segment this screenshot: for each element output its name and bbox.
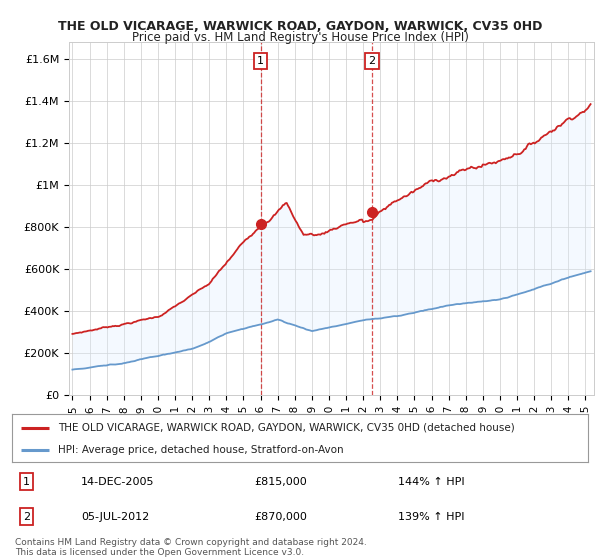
Text: 05-JUL-2012: 05-JUL-2012 — [81, 512, 149, 521]
Text: 2: 2 — [23, 512, 30, 521]
Text: Price paid vs. HM Land Registry's House Price Index (HPI): Price paid vs. HM Land Registry's House … — [131, 31, 469, 44]
Text: Contains HM Land Registry data © Crown copyright and database right 2024.
This d: Contains HM Land Registry data © Crown c… — [15, 538, 367, 557]
Text: 1: 1 — [23, 477, 30, 487]
Text: 14-DEC-2005: 14-DEC-2005 — [81, 477, 155, 487]
Text: £870,000: £870,000 — [254, 512, 307, 521]
Text: 1: 1 — [257, 56, 264, 66]
Text: THE OLD VICARAGE, WARWICK ROAD, GAYDON, WARWICK, CV35 0HD (detached house): THE OLD VICARAGE, WARWICK ROAD, GAYDON, … — [58, 423, 515, 433]
Text: £815,000: £815,000 — [254, 477, 307, 487]
Text: 2: 2 — [368, 56, 376, 66]
Text: THE OLD VICARAGE, WARWICK ROAD, GAYDON, WARWICK, CV35 0HD: THE OLD VICARAGE, WARWICK ROAD, GAYDON, … — [58, 20, 542, 32]
Text: 139% ↑ HPI: 139% ↑ HPI — [398, 512, 464, 521]
Text: 144% ↑ HPI: 144% ↑ HPI — [398, 477, 464, 487]
Text: HPI: Average price, detached house, Stratford-on-Avon: HPI: Average price, detached house, Stra… — [58, 445, 344, 455]
